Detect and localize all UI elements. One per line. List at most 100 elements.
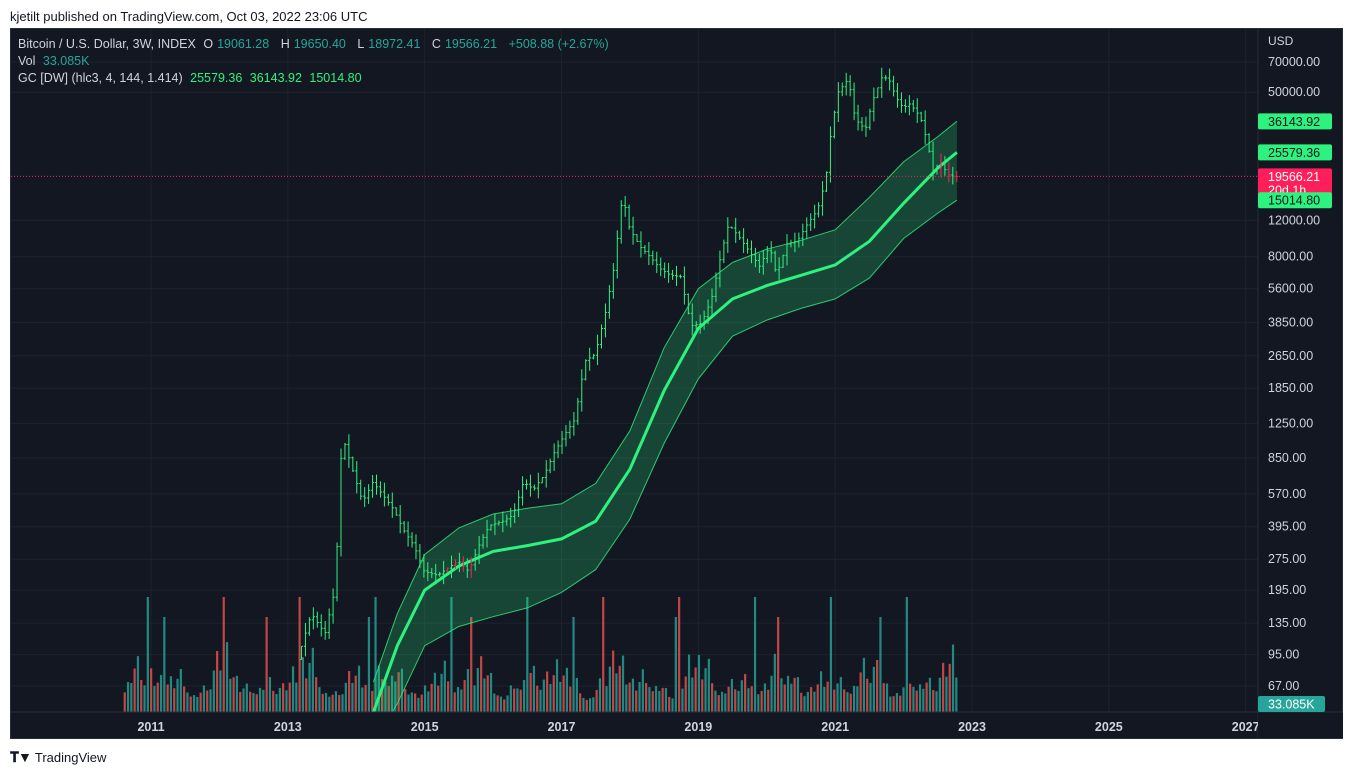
volume-bar — [143, 685, 146, 712]
volume-bar — [206, 690, 209, 712]
y-tick-label: 5600.00 — [1268, 282, 1313, 296]
gc-band-mid — [371, 151, 958, 712]
price-label-lower-text: 15014.80 — [1268, 194, 1320, 208]
volume-bar — [536, 685, 539, 712]
volume-bar — [915, 690, 918, 712]
volume-bar — [265, 617, 268, 712]
volume-bar — [720, 691, 724, 712]
volume-bar — [390, 675, 394, 712]
y-tick-label: 67.00 — [1268, 679, 1299, 693]
volume-bar — [324, 692, 328, 712]
volume-bar — [767, 689, 770, 712]
y-tick-label: 1850.00 — [1268, 381, 1313, 395]
volume-bar — [694, 667, 697, 712]
volume-bar — [384, 682, 387, 712]
y-tick-label: 570.00 — [1268, 487, 1306, 501]
volume-bar — [308, 662, 311, 712]
legend-change: +508.88 (+2.67%) — [508, 37, 609, 51]
volume-bar — [658, 690, 661, 712]
volume-bar — [585, 699, 588, 712]
volume-bar — [664, 688, 668, 712]
price-label-lower — [1258, 192, 1332, 209]
volume-bar — [262, 689, 265, 712]
volume-bar — [836, 683, 839, 712]
y-tick-label: 850.00 — [1268, 451, 1306, 465]
x-tick-2017: 2017 — [548, 720, 576, 734]
volume-bar — [493, 693, 496, 712]
legend-gc: GC [DW] (hlc3, 4, 144, 1.414) 25579.36 3… — [18, 71, 362, 85]
volume-bar — [344, 682, 347, 712]
volume-bar — [173, 688, 176, 712]
volume-bar — [539, 689, 542, 712]
volume-bar — [192, 695, 196, 712]
volume-bar — [400, 668, 404, 712]
volume-bar — [136, 656, 140, 712]
volume-bar — [948, 663, 951, 712]
volume-bar — [189, 696, 192, 712]
volume-bar — [918, 684, 922, 712]
volume-bar — [734, 689, 737, 712]
volume-bar — [575, 677, 578, 712]
y-tick-label: 395.00 — [1268, 520, 1306, 534]
legend-gc-mid: 25579.36 — [190, 71, 243, 85]
volume-bar — [212, 670, 215, 712]
volume-bar — [912, 686, 915, 712]
legend-volume-value: 33.085K — [42, 54, 90, 68]
volume-bar — [407, 694, 410, 712]
volume-bar — [496, 695, 499, 712]
volume-bar — [793, 677, 796, 712]
volume-bar — [532, 665, 536, 712]
volume-bar — [463, 680, 466, 712]
price-label-last — [1258, 168, 1332, 199]
volume-bar — [938, 677, 941, 712]
volume-bar — [374, 597, 377, 712]
volume-bar — [922, 688, 925, 712]
volume-bar — [268, 677, 272, 712]
volume-bar — [839, 677, 842, 712]
footer: 𝐓▼ TradingView — [10, 749, 106, 766]
volume-bar — [272, 690, 275, 712]
volume-bar — [747, 688, 750, 712]
volume-bar — [668, 696, 671, 712]
volume-bar — [311, 647, 314, 712]
volume-bar — [800, 692, 803, 712]
volume-bar — [889, 696, 892, 712]
volume-bar — [810, 687, 813, 712]
volume-bar — [750, 686, 753, 712]
volume-bar — [130, 683, 133, 712]
gc-band-lower — [391, 199, 958, 712]
volume-bar — [707, 658, 710, 712]
volume-bar — [519, 689, 522, 712]
volume-bar — [334, 691, 338, 712]
volume-bar — [592, 697, 595, 712]
volume-bar — [579, 693, 582, 712]
volume-bar — [869, 682, 872, 712]
volume-bar — [255, 694, 258, 712]
volume-bar — [605, 686, 608, 712]
volume-bar — [348, 670, 351, 712]
volume-bar — [684, 676, 687, 712]
y-tick-label: 195.00 — [1268, 583, 1306, 597]
volume-bar — [249, 691, 252, 712]
volume-bar — [615, 673, 618, 712]
volume-bar — [608, 666, 611, 712]
y-tick-label: 95.00 — [1268, 648, 1299, 662]
volume-bar — [216, 650, 219, 712]
candles — [300, 67, 959, 661]
volume-bar — [826, 681, 829, 712]
y-tick-label: 2650.00 — [1268, 349, 1313, 363]
volume-bar — [595, 689, 598, 712]
volume-bar — [453, 692, 456, 712]
volume-bar — [562, 675, 565, 712]
volume-bar — [486, 675, 489, 712]
volume-bar — [456, 687, 460, 712]
volume-bar — [209, 689, 212, 712]
y-tick-label: 8000.00 — [1268, 250, 1313, 264]
volume-bar — [631, 678, 635, 712]
volume-bar — [156, 682, 159, 712]
volume-bar — [661, 687, 664, 712]
volume-bar — [833, 689, 836, 712]
volume-bar — [846, 692, 849, 712]
volume-bar — [760, 690, 763, 712]
